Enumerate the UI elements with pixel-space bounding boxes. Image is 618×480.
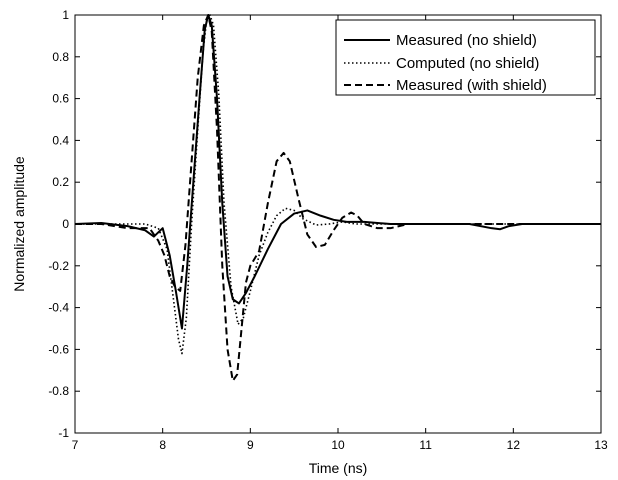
x-tick-label: 11: [419, 438, 432, 452]
legend-label-measured-no-shield: Measured (no shield): [396, 32, 537, 49]
y-tick-label: -1: [58, 426, 69, 440]
y-tick-label: 0.2: [52, 175, 69, 189]
y-axis-label: Normalized amplitude: [11, 156, 27, 292]
x-tick-label: 9: [247, 438, 254, 452]
x-tick-label: 7: [72, 438, 79, 452]
axis-ticks: [74, 14, 602, 434]
legend-box: [335, 19, 596, 96]
x-tick-label: 10: [331, 438, 345, 452]
x-tick-label: 12: [507, 438, 521, 452]
x-axis-label: Time (ns): [309, 460, 368, 476]
y-tick-label: 0: [62, 217, 69, 231]
x-tick-label: 13: [594, 438, 608, 452]
legend-label-measured-with-shield: Measured (with shield): [396, 77, 547, 94]
y-tick-label: 0.6: [52, 92, 69, 106]
series-group: [74, 14, 601, 382]
series-measured-with-shield: [75, 14, 601, 382]
y-tick-label: 0.4: [52, 133, 69, 147]
axis-tick-labels: 7 8 9 10 11 12 13 -1 -0.8 -0.6 -0.4 -0.2 0 0.2 0.4 0.6 0…: [48, 8, 608, 452]
x-tick-label: 8: [159, 438, 166, 452]
y-tick-label: -0.8: [48, 384, 69, 398]
legend: Measured (no shield) Computed (no shield…: [335, 19, 596, 96]
y-tick-label: 1: [62, 8, 69, 22]
y-tick-label: -0.4: [48, 301, 69, 315]
series-computed-no-shield: [75, 14, 601, 355]
y-tick-label: -0.2: [48, 259, 69, 273]
y-tick-label: 0.8: [52, 50, 69, 64]
y-tick-label: -0.6: [48, 342, 69, 356]
legend-label-computed-no-shield: Computed (no shield): [396, 55, 539, 72]
